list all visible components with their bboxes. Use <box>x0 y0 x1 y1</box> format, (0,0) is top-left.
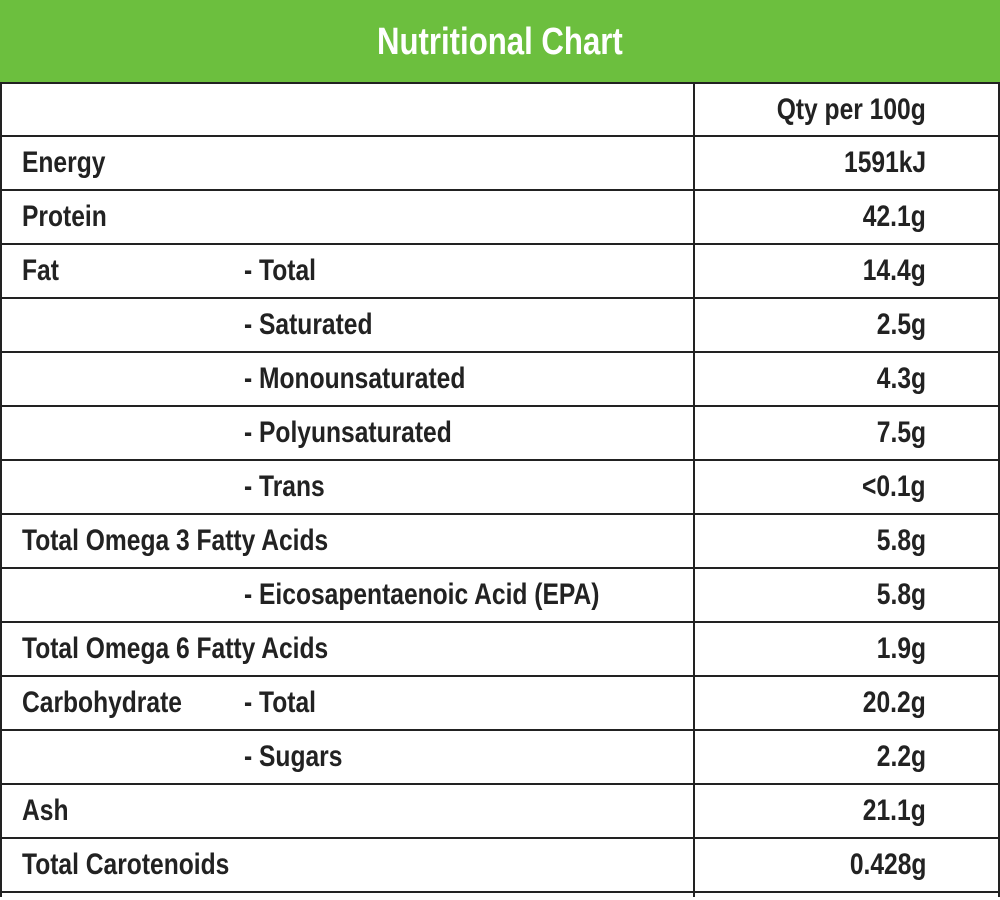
row-value-cell: 20.2g <box>849 677 926 729</box>
row-sublabel: - Saturated <box>244 308 373 341</box>
row-sublabel: - Total <box>244 686 316 719</box>
row-value-cell: 42.1g <box>849 191 926 243</box>
row-value-cell: 14.4g <box>849 245 926 297</box>
row-value-cell: 7.5g <box>866 407 926 459</box>
table-row: Fat - Total 14.4g <box>0 245 1000 299</box>
header-row: Qty per 100g <box>0 84 1000 137</box>
row-sublabel: - Monounsaturated <box>244 362 466 395</box>
table-row: Total Omega 3 Fatty Acids 5.8g <box>0 515 1000 569</box>
row-sublabel: - Sugars <box>244 740 343 773</box>
table-row: Total Carotenoids 0.428g <box>0 839 1000 893</box>
row-sublabel-cell: - Trans <box>244 461 342 513</box>
row-value: 14.4g <box>863 254 926 287</box>
row-label: Ash <box>22 794 69 827</box>
table-row: - Trans <0.1g <box>0 461 1000 515</box>
row-label: Energy <box>22 146 106 179</box>
row-value-cell: 4.3g <box>866 353 926 405</box>
row-label: Carbohydrate <box>22 686 182 719</box>
table-row: - Polyunsaturated 7.5g <box>0 407 1000 461</box>
column-header-text: Qty per 100g <box>776 92 926 126</box>
table-row: Protein 42.1g <box>0 191 1000 245</box>
row-value: 4.3g <box>876 362 926 395</box>
row-value-cell: 1591kJ <box>826 137 926 189</box>
column-divider <box>693 84 695 897</box>
row-label-cell: Energy <box>22 137 124 189</box>
row-label-cell: Total Carotenoids <box>22 839 275 891</box>
row-label: Fat <box>22 254 59 287</box>
row-label: Protein <box>22 200 107 233</box>
table-row: - Eicosapentaenoic Acid (EPA) 5.8g <box>0 569 1000 623</box>
row-sublabel-cell: - Saturated <box>244 299 401 351</box>
row-label: Total Omega 3 Fatty Acids <box>22 524 329 557</box>
row-value: 1591kJ <box>843 146 926 179</box>
title-bar: Nutritional Chart <box>0 0 1000 84</box>
row-label: Total Carotenoids <box>22 848 230 881</box>
row-label: Total Omega 6 Fatty Acids <box>22 632 329 665</box>
row-value-cell: 21.1g <box>849 785 926 837</box>
row-sublabel: - Total <box>244 254 316 287</box>
row-value: 0.428g <box>849 848 926 881</box>
row-label-cell: Total Omega 6 Fatty Acids <box>22 623 395 675</box>
row-label-cell: Total Omega 3 Fatty Acids <box>22 515 395 567</box>
column-header: Qty per 100g <box>744 84 926 135</box>
row-sublabel: - Eicosapentaenoic Acid (EPA) <box>244 578 600 611</box>
row-label-cell: Carbohydrate <box>22 677 217 729</box>
row-value-cell: 2.2g <box>866 731 926 783</box>
row-value: 7.5g <box>876 416 926 449</box>
row-sublabel-cell: - Polyunsaturated <box>244 407 497 459</box>
row-value-cell: 1.9g <box>866 623 926 675</box>
table-row: - Saturated 2.5g <box>0 299 1000 353</box>
row-sublabel-cell: - Total <box>244 245 332 297</box>
table-row: - Sugars 2.2g <box>0 731 1000 785</box>
row-value: 2.5g <box>876 308 926 341</box>
row-value: <0.1g <box>862 470 926 503</box>
row-sublabel-cell: - Monounsaturated <box>244 353 514 405</box>
row-label-cell: Fat <box>22 245 67 297</box>
row-label-cell: Ash <box>22 785 79 837</box>
table-row: - Monounsaturated 4.3g <box>0 353 1000 407</box>
table-row: Ash 21.1g <box>0 785 1000 839</box>
row-value-cell: <0.1g <box>848 461 926 513</box>
row-value: 5.8g <box>876 578 926 611</box>
row-value-cell: 2.5g <box>866 299 926 351</box>
table-row: Total Omega 6 Fatty Acids 1.9g <box>0 623 1000 677</box>
row-sublabel-cell: - Sugars <box>244 731 364 783</box>
row-sublabel: - Trans <box>244 470 325 503</box>
table-row: Carbohydrate - Total 20.2g <box>0 677 1000 731</box>
row-sublabel-cell: - Eicosapentaenoic Acid (EPA) <box>244 569 677 621</box>
row-value: 42.1g <box>863 200 926 233</box>
row-value: 20.2g <box>863 686 926 719</box>
row-value: 1.9g <box>876 632 926 665</box>
title-text: Nutritional Chart <box>377 21 623 63</box>
title: Nutritional Chart <box>0 20 1000 64</box>
row-label-cell: Protein <box>22 191 125 243</box>
table-edge <box>0 84 2 897</box>
row-value: 21.1g <box>863 794 926 827</box>
table-row: Energy 1591kJ <box>0 137 1000 191</box>
row-sublabel: - Polyunsaturated <box>244 416 452 449</box>
row-sublabel-cell: - Total <box>244 677 332 729</box>
row-value: 2.2g <box>876 740 926 773</box>
row-value-cell: 5.8g <box>866 569 926 621</box>
row-value: 5.8g <box>876 524 926 557</box>
table-edge <box>998 84 1000 897</box>
row-value-cell: 0.428g <box>833 839 926 891</box>
row-value-cell: 5.8g <box>866 515 926 567</box>
